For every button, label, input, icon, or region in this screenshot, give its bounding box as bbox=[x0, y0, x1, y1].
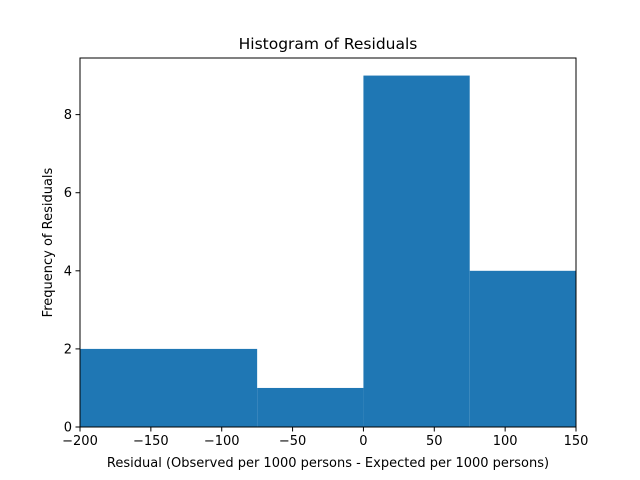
chart-title: Histogram of Residuals bbox=[239, 35, 418, 53]
plot-frame bbox=[79, 57, 577, 428]
x-ticks-group: −200 −150 −100 −50 0 50 100 150 bbox=[62, 427, 588, 449]
y-tick-label: 4 bbox=[64, 264, 72, 279]
x-tick-label: 50 bbox=[426, 434, 443, 449]
x-tick-label: 0 bbox=[359, 434, 367, 449]
x-tick-label: −100 bbox=[204, 434, 240, 449]
x-tick-label: −50 bbox=[279, 434, 306, 449]
x-tick-label: −200 bbox=[62, 434, 98, 449]
x-tick-label: −150 bbox=[133, 434, 169, 449]
y-tick-label: 0 bbox=[64, 421, 72, 436]
histogram-bar bbox=[80, 348, 258, 427]
y-tick-label: 8 bbox=[64, 108, 72, 123]
x-tick-label: 100 bbox=[493, 434, 518, 449]
y-axis-label: Frequency of Residuals bbox=[41, 167, 56, 317]
histogram-bar bbox=[363, 75, 470, 428]
y-ticks-group: 0 2 4 6 8 bbox=[64, 108, 80, 436]
y-tick-label: 6 bbox=[64, 186, 72, 201]
histogram-bar bbox=[257, 387, 364, 427]
y-tick-label: 2 bbox=[64, 342, 72, 357]
histogram-bar bbox=[469, 270, 576, 427]
x-tick-label: 150 bbox=[564, 434, 589, 449]
x-axis-label: Residual (Observed per 1000 persons - Ex… bbox=[107, 456, 549, 471]
bars-group bbox=[80, 75, 576, 428]
